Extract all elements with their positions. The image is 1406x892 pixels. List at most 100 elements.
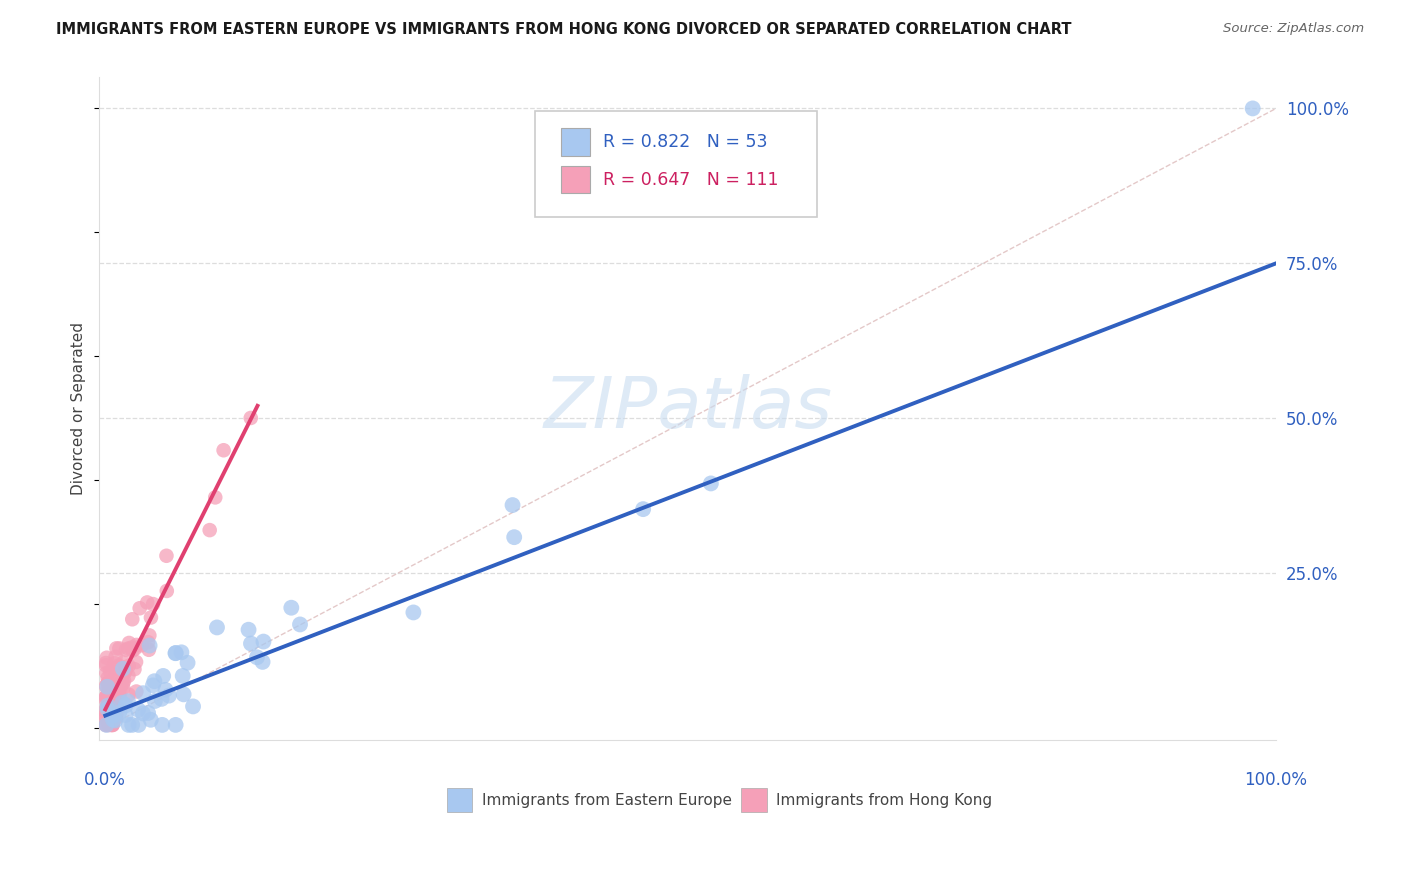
- Point: [121, 643, 143, 657]
- Point: [96, 701, 118, 715]
- FancyBboxPatch shape: [561, 166, 591, 194]
- Point: [131, 638, 153, 652]
- Point: [176, 656, 198, 670]
- Point: [104, 684, 127, 698]
- Point: [100, 708, 122, 723]
- Point: [155, 549, 177, 563]
- Point: [96, 692, 118, 706]
- Point: [212, 443, 235, 458]
- Point: [103, 679, 125, 693]
- Text: Source: ZipAtlas.com: Source: ZipAtlas.com: [1223, 22, 1364, 36]
- Point: [114, 663, 136, 677]
- Point: [143, 694, 166, 708]
- Point: [101, 696, 124, 710]
- Point: [96, 716, 118, 731]
- Point: [132, 706, 155, 721]
- Point: [288, 617, 311, 632]
- Point: [138, 628, 160, 642]
- Point: [107, 658, 129, 673]
- Point: [108, 687, 131, 701]
- Point: [94, 694, 117, 708]
- Point: [108, 676, 131, 690]
- Point: [238, 623, 260, 637]
- Point: [94, 658, 117, 673]
- FancyBboxPatch shape: [561, 128, 591, 156]
- Point: [104, 714, 127, 728]
- Point: [108, 706, 131, 720]
- Point: [94, 690, 117, 704]
- Point: [127, 703, 149, 717]
- Point: [142, 678, 165, 692]
- Point: [98, 712, 121, 726]
- Point: [165, 718, 187, 732]
- Point: [101, 698, 124, 713]
- Point: [98, 683, 121, 698]
- Point: [1241, 102, 1264, 116]
- Point: [156, 583, 179, 598]
- Point: [103, 673, 125, 688]
- Point: [104, 649, 127, 664]
- Point: [181, 699, 204, 714]
- Point: [100, 699, 122, 714]
- Point: [136, 706, 159, 720]
- Point: [101, 708, 124, 723]
- Point: [105, 662, 128, 676]
- Point: [165, 646, 187, 660]
- Text: IMMIGRANTS FROM EASTERN EUROPE VS IMMIGRANTS FROM HONG KONG DIVORCED OR SEPARATE: IMMIGRANTS FROM EASTERN EUROPE VS IMMIGR…: [56, 22, 1071, 37]
- Point: [101, 713, 124, 727]
- Point: [97, 681, 120, 696]
- Point: [118, 636, 141, 650]
- Point: [96, 680, 118, 694]
- Point: [101, 718, 124, 732]
- Point: [107, 700, 129, 714]
- Point: [100, 697, 122, 711]
- Point: [128, 718, 150, 732]
- Point: [105, 685, 128, 699]
- Point: [98, 684, 121, 698]
- Point: [402, 606, 425, 620]
- Point: [98, 695, 121, 709]
- Point: [239, 411, 262, 425]
- Point: [104, 670, 127, 684]
- Point: [94, 718, 117, 732]
- Point: [100, 718, 122, 732]
- Point: [124, 642, 146, 657]
- Point: [96, 706, 118, 720]
- Point: [94, 710, 117, 724]
- Text: 100.0%: 100.0%: [1244, 771, 1308, 789]
- Point: [96, 666, 118, 681]
- Point: [125, 655, 148, 669]
- Point: [94, 656, 117, 670]
- Point: [105, 706, 128, 721]
- Point: [205, 620, 228, 634]
- Point: [111, 662, 134, 676]
- Point: [101, 709, 124, 723]
- Point: [98, 690, 121, 704]
- Point: [124, 662, 146, 676]
- Point: [150, 718, 173, 732]
- Point: [252, 634, 274, 648]
- Point: [111, 696, 134, 710]
- Point: [700, 476, 723, 491]
- Point: [198, 523, 221, 537]
- Point: [170, 645, 193, 659]
- FancyBboxPatch shape: [741, 789, 766, 812]
- Point: [117, 641, 139, 656]
- Point: [112, 681, 135, 695]
- Point: [139, 713, 162, 727]
- Point: [121, 612, 143, 626]
- Point: [96, 702, 118, 716]
- Point: [110, 680, 132, 694]
- Point: [110, 673, 132, 688]
- Point: [125, 638, 148, 652]
- Point: [94, 718, 117, 732]
- Text: Immigrants from Hong Kong: Immigrants from Hong Kong: [776, 793, 993, 807]
- FancyBboxPatch shape: [447, 789, 472, 812]
- Point: [114, 665, 136, 680]
- Point: [105, 711, 128, 725]
- Point: [103, 684, 125, 698]
- Point: [502, 498, 524, 512]
- Point: [96, 650, 118, 665]
- Point: [94, 709, 117, 723]
- Point: [104, 657, 127, 671]
